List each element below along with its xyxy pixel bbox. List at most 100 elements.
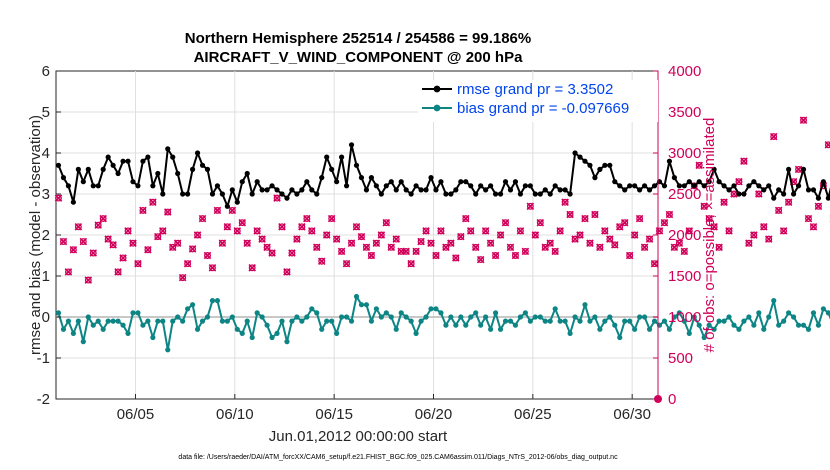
obs-possible-marker xyxy=(526,202,534,210)
bias-point xyxy=(567,330,573,336)
obs-possible-marker xyxy=(800,116,807,124)
obs-possible-marker xyxy=(586,239,594,247)
rmse-point xyxy=(557,187,563,193)
obs-possible-marker xyxy=(814,202,822,210)
rmse-point xyxy=(706,179,712,185)
obs-possible-marker xyxy=(447,239,455,247)
bias-point xyxy=(438,310,444,316)
rmse-point xyxy=(701,183,707,189)
bias-point xyxy=(339,314,345,320)
rmse-point xyxy=(229,187,235,193)
obs-assimilated-marker xyxy=(372,239,381,247)
obs-assimilated-marker xyxy=(655,227,664,235)
obs-possible-marker xyxy=(179,274,187,282)
obs-possible-marker xyxy=(288,249,296,257)
obs-assimilated-marker xyxy=(183,259,192,268)
rmse-point xyxy=(348,142,355,148)
y-tick-label-left: -1 xyxy=(37,350,50,367)
rmse-point xyxy=(646,187,653,193)
bias-point xyxy=(651,318,658,324)
obs-assimilated-marker xyxy=(89,249,98,257)
obs-possible-marker xyxy=(541,243,549,251)
obs-assimilated-marker xyxy=(620,218,629,227)
rmse-point xyxy=(572,150,578,156)
obs-assimilated-marker xyxy=(308,227,316,235)
obs-assimilated-marker xyxy=(392,235,401,243)
obs-assimilated-marker xyxy=(774,206,783,215)
bias-point xyxy=(199,318,206,324)
obs-possible-marker xyxy=(591,211,599,218)
obs-possible-marker xyxy=(64,268,72,276)
bias-point xyxy=(383,310,389,316)
obs-assimilated-marker xyxy=(322,231,331,239)
obs-assimilated-marker xyxy=(278,223,286,231)
obs-assimilated-marker xyxy=(203,251,212,260)
bias-point xyxy=(453,322,459,328)
rmse-point xyxy=(438,179,444,185)
rmse-point xyxy=(189,166,196,172)
bias-point xyxy=(473,310,479,316)
bias-point xyxy=(269,334,275,341)
obs-possible-marker xyxy=(333,235,341,243)
obs-possible-marker xyxy=(412,247,420,255)
bias-point xyxy=(790,314,797,320)
bias-point xyxy=(433,306,439,312)
obs-possible-marker xyxy=(437,227,445,235)
rmse-point xyxy=(507,187,514,193)
obs-assimilated-marker xyxy=(596,243,604,252)
rmse-point xyxy=(582,158,588,164)
bias-point xyxy=(726,314,732,320)
rmse-point xyxy=(413,183,419,189)
rmse-point xyxy=(602,162,608,168)
rmse-point xyxy=(80,179,86,185)
bias-point xyxy=(731,322,737,328)
obs-assimilated-marker xyxy=(352,223,361,231)
x-tick-label: 06/25 xyxy=(514,406,552,423)
rmse-point xyxy=(368,175,375,181)
obs-assimilated-marker xyxy=(94,221,102,229)
obs-possible-marker xyxy=(477,256,485,264)
bias-point xyxy=(95,318,101,324)
obs-assimilated-marker xyxy=(645,235,654,243)
y-tick-label-right: 1500 xyxy=(668,268,701,285)
bias-point xyxy=(488,326,494,332)
obs-possible-marker xyxy=(238,219,246,227)
obs-assimilated-marker xyxy=(501,218,510,227)
obs-possible-marker xyxy=(551,247,559,255)
obs-assimilated-marker xyxy=(163,208,172,216)
obs-possible-marker xyxy=(209,264,216,272)
bias-point xyxy=(805,326,812,332)
rmse-point xyxy=(627,183,633,189)
bias-point xyxy=(825,310,830,316)
rmse-point xyxy=(761,187,767,193)
bias-point xyxy=(353,293,360,300)
obs-assimilated-marker xyxy=(452,254,460,262)
obs-assimilated-marker xyxy=(506,243,515,252)
obs-assimilated-marker xyxy=(69,245,78,254)
obs-possible-marker xyxy=(457,233,465,241)
x-axis-label: Jun.01,2012 00:00:00 start xyxy=(269,428,448,445)
y-axis-label-left: rmse and bias (model - observation) xyxy=(27,115,44,355)
bias-point xyxy=(587,318,593,324)
rmse-point xyxy=(383,183,389,189)
bias-point xyxy=(641,314,648,320)
obs-assimilated-marker xyxy=(332,235,341,243)
obs-possible-marker xyxy=(576,231,584,239)
y-tick-label-right: 3000 xyxy=(668,145,701,162)
rmse-point xyxy=(319,175,325,181)
obs-possible-marker xyxy=(805,215,812,223)
obs-assimilated-marker xyxy=(462,214,470,223)
bias-point xyxy=(130,310,136,316)
obs-assimilated-marker xyxy=(581,214,589,223)
rmse-point xyxy=(483,187,489,193)
rmse-point xyxy=(786,166,792,172)
rmse-point xyxy=(666,158,673,164)
bias-point xyxy=(746,314,752,320)
rmse-point xyxy=(756,183,762,189)
obs-assimilated-marker xyxy=(720,198,728,206)
obs-possible-marker xyxy=(571,235,579,243)
obs-assimilated-marker xyxy=(139,206,147,215)
obs-assimilated-marker xyxy=(159,227,167,235)
obs-possible-marker xyxy=(775,206,783,214)
rmse-point xyxy=(130,179,136,185)
